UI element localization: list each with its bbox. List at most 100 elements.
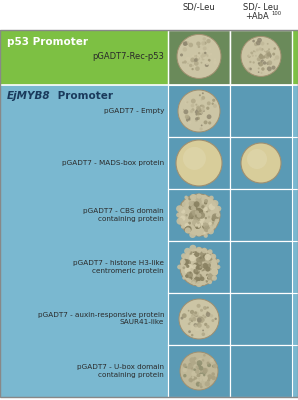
Circle shape (199, 264, 203, 268)
Circle shape (191, 108, 194, 111)
Circle shape (196, 106, 201, 110)
Circle shape (201, 205, 204, 208)
Circle shape (207, 362, 209, 364)
Circle shape (195, 214, 200, 218)
Circle shape (197, 109, 201, 114)
Text: 100: 100 (271, 11, 281, 16)
Bar (168, 241, 230, 293)
Circle shape (205, 262, 211, 268)
Circle shape (180, 352, 218, 390)
Circle shape (198, 267, 202, 271)
Text: p53 Promoter: p53 Promoter (7, 37, 88, 47)
Circle shape (200, 309, 203, 312)
Circle shape (204, 254, 211, 260)
Circle shape (197, 318, 202, 322)
Circle shape (184, 196, 188, 199)
Bar (230, 241, 292, 293)
Circle shape (196, 231, 202, 236)
Circle shape (192, 281, 195, 285)
Circle shape (252, 61, 255, 64)
Circle shape (190, 110, 192, 112)
Circle shape (191, 324, 195, 328)
Circle shape (201, 124, 203, 126)
Circle shape (188, 197, 191, 200)
Circle shape (208, 216, 210, 218)
Circle shape (180, 248, 218, 286)
Circle shape (189, 214, 194, 219)
Circle shape (191, 360, 196, 366)
Circle shape (266, 50, 270, 55)
Circle shape (194, 217, 197, 220)
Circle shape (195, 214, 199, 218)
Circle shape (205, 63, 209, 67)
Circle shape (207, 276, 210, 280)
Circle shape (197, 376, 200, 378)
Circle shape (197, 109, 201, 113)
Circle shape (210, 255, 212, 258)
Circle shape (194, 314, 198, 318)
Text: Promoter: Promoter (54, 91, 113, 101)
Circle shape (196, 316, 198, 319)
Circle shape (208, 54, 210, 56)
Circle shape (195, 58, 198, 62)
Circle shape (206, 252, 211, 258)
Circle shape (212, 222, 214, 224)
Circle shape (195, 326, 200, 331)
Circle shape (196, 272, 198, 275)
Circle shape (210, 53, 212, 55)
Circle shape (204, 266, 210, 272)
Circle shape (199, 107, 203, 110)
Circle shape (195, 110, 199, 114)
Circle shape (195, 104, 197, 106)
Circle shape (188, 251, 193, 255)
Circle shape (191, 276, 194, 279)
Circle shape (202, 92, 204, 94)
Circle shape (266, 62, 269, 65)
Circle shape (194, 58, 198, 62)
Circle shape (182, 276, 186, 280)
Circle shape (197, 117, 200, 120)
Circle shape (216, 259, 220, 263)
Circle shape (197, 56, 199, 59)
Circle shape (194, 61, 199, 66)
Circle shape (258, 62, 263, 66)
Bar (168, 85, 230, 137)
Circle shape (198, 358, 203, 363)
Circle shape (274, 58, 276, 60)
Circle shape (193, 268, 200, 274)
Circle shape (204, 226, 210, 232)
Circle shape (260, 72, 263, 74)
Circle shape (196, 54, 201, 59)
Circle shape (196, 226, 198, 229)
Circle shape (199, 266, 202, 268)
Circle shape (196, 274, 200, 278)
Circle shape (190, 58, 195, 62)
Circle shape (200, 204, 206, 209)
Circle shape (192, 210, 197, 216)
Circle shape (203, 354, 206, 357)
Circle shape (209, 222, 212, 225)
Circle shape (197, 265, 201, 268)
Bar (230, 293, 292, 345)
Circle shape (200, 54, 204, 58)
Circle shape (193, 368, 196, 371)
Circle shape (190, 201, 197, 208)
Circle shape (180, 216, 185, 221)
Circle shape (197, 360, 202, 366)
Circle shape (191, 371, 197, 376)
Circle shape (215, 214, 220, 219)
Circle shape (195, 197, 197, 199)
Circle shape (247, 149, 267, 169)
Text: +AbA: +AbA (245, 12, 269, 21)
Circle shape (203, 207, 208, 211)
Circle shape (214, 58, 216, 60)
Circle shape (204, 234, 208, 238)
Circle shape (201, 62, 202, 64)
Circle shape (268, 48, 270, 50)
Circle shape (178, 90, 220, 132)
Circle shape (200, 112, 202, 114)
Circle shape (185, 226, 192, 232)
Circle shape (191, 99, 196, 104)
Circle shape (195, 364, 201, 370)
Circle shape (195, 210, 200, 215)
